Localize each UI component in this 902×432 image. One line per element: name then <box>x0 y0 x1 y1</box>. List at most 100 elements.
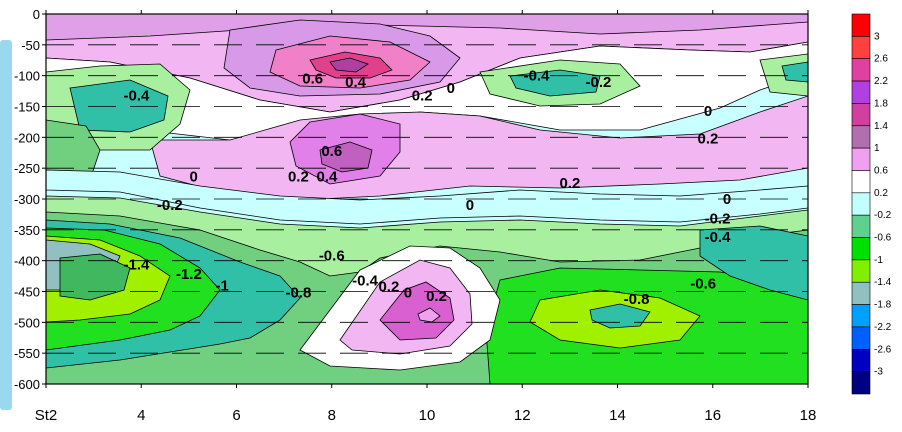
colorbar-swatch <box>851 170 871 194</box>
contour-fill-left-green-edge <box>46 119 101 187</box>
contour-label: -0.2 <box>157 197 183 214</box>
contour-label: 0 <box>189 169 197 186</box>
contour-label: 0.2 <box>426 288 447 305</box>
contour-fill-upper-blob-core <box>329 57 369 73</box>
x-tick-label: 18 <box>800 407 817 424</box>
colorbar-label: 1.8 <box>874 98 888 109</box>
x-tick-label: 14 <box>609 407 626 424</box>
colorbar-swatch <box>851 304 871 328</box>
y-tick-label: -200 <box>14 130 40 145</box>
contour-fill-plume-core <box>417 307 441 323</box>
contour-label: 0.2 <box>698 131 719 148</box>
y-tick-label: -150 <box>14 100 40 115</box>
contour-label: 0 <box>723 191 731 208</box>
colorbar-label: -2.2 <box>874 322 892 333</box>
colorbar-label: -1.4 <box>874 277 892 288</box>
contour-label: -0.6 <box>319 248 345 265</box>
contour-label: 0 <box>404 285 412 302</box>
contour-fill-far-right-teal <box>781 61 808 83</box>
colorbar-swatch <box>851 125 871 149</box>
x-tick-label: 10 <box>419 407 436 424</box>
contour-label: -0.2 <box>705 211 731 228</box>
colorbar-label: -3 <box>874 367 883 378</box>
colorbar-swatch <box>851 36 871 60</box>
colorbar-label: 3 <box>874 31 880 42</box>
contour-fill-plume-inner <box>379 281 455 341</box>
contour-label: -0.2 <box>586 74 612 91</box>
colorbar-swatch <box>851 13 871 37</box>
contour-label: 0 <box>704 103 712 120</box>
contour-label: 0.2 <box>559 175 580 192</box>
colorbar-swatch <box>851 281 871 305</box>
x-tick-label: 16 <box>704 407 721 424</box>
colorbar-label: -0.6 <box>874 233 892 244</box>
contour-label: 0.6 <box>321 143 342 160</box>
x-tick-label: 12 <box>514 407 531 424</box>
colorbar-label: -2.6 <box>874 344 892 355</box>
y-tick-label: -500 <box>14 315 40 330</box>
contour-label: 0.2 <box>288 169 309 186</box>
colorbar-swatch <box>851 326 871 350</box>
x-tick-label: 4 <box>137 407 145 424</box>
colorbar-swatch <box>851 214 871 238</box>
y-tick-label: -50 <box>21 38 40 53</box>
colorbar-label: 2.6 <box>874 54 888 65</box>
colorbar-swatch <box>851 259 871 283</box>
contour-label: 0.2 <box>378 279 399 296</box>
y-axis: 0 -50 -100 -150 -200 -250 -300 -350 -400 -450 -500… <box>14 7 46 392</box>
y-tick-label: -600 <box>14 377 40 392</box>
colorbar-label: 1.4 <box>874 121 888 132</box>
contour-label: 0.6 <box>302 71 323 88</box>
contour-label: -1.4 <box>124 256 151 273</box>
x-tick-label: St2 <box>35 407 58 424</box>
left-accent-bar <box>0 40 12 410</box>
contour-label: -0.8 <box>285 285 311 302</box>
contour-fill-mid-cyan-band <box>46 169 808 225</box>
contour-label: -0.4 <box>524 68 551 85</box>
colorbar-swatch <box>851 58 871 82</box>
y-tick-label: -100 <box>14 69 40 84</box>
colorbar-swatch <box>851 80 871 104</box>
colorbar-swatch <box>851 192 871 216</box>
contour-label: -0.4 <box>124 87 151 104</box>
colorbar-label: 0.2 <box>874 188 888 199</box>
contour-fill-band-top-inner <box>46 14 808 41</box>
contour-label: -0.4 <box>352 272 379 289</box>
x-tick-label: 6 <box>232 407 240 424</box>
x-axis: St2 4 6 8 10 12 14 16 18 <box>35 10 817 424</box>
y-tick-label: 0 <box>33 7 40 22</box>
contour-label: 0 <box>447 80 455 97</box>
colorbar-label: 0.6 <box>874 165 888 176</box>
colorbar-swatch <box>851 348 871 372</box>
colorbar: 3 2.6 2.2 1.8 1.4 1 0.6 0.2 -0.2 -0.6 -1 -1.4 -1.8 -2… <box>851 13 892 395</box>
colorbar-label: -0.2 <box>874 210 892 221</box>
contour-label: -0.8 <box>624 291 650 308</box>
contour-label: 0.2 <box>412 87 433 104</box>
colorbar-label: 1 <box>874 143 880 154</box>
contour-label: -0.4 <box>705 229 732 246</box>
colorbar-label: -1.8 <box>874 300 892 311</box>
y-tick-label: -300 <box>14 192 40 207</box>
y-tick-label: -450 <box>14 285 40 300</box>
contour-fill-right-upper-teal <box>509 69 601 97</box>
y-tick-label: -350 <box>14 223 40 238</box>
contour-fill-lower-dark-green <box>59 253 131 301</box>
colorbar-swatch <box>851 237 871 261</box>
contour-label: -1.2 <box>176 266 202 283</box>
y-tick-label: -400 <box>14 254 40 269</box>
colorbar-label: 2.2 <box>874 76 888 87</box>
colorbar-swatch <box>851 371 871 395</box>
contour-label: -0.6 <box>690 275 716 292</box>
contour-fill-right-edge-teal <box>699 225 808 301</box>
contour-label: 0.4 <box>345 74 367 91</box>
gridlines <box>46 44 808 354</box>
colorbar-swatch <box>851 103 871 127</box>
contour-label: -1 <box>216 277 229 294</box>
x-tick-label: 8 <box>328 407 336 424</box>
colorbar-label: -1 <box>874 255 883 266</box>
colorbar-swatch <box>851 147 871 171</box>
y-tick-label: -550 <box>14 346 40 361</box>
contour-label: 0 <box>466 197 474 214</box>
contour-label: 0.4 <box>317 169 339 186</box>
